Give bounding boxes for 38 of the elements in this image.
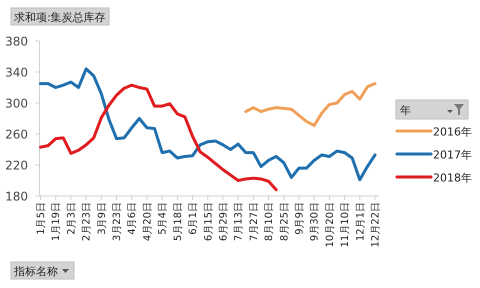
x-tick-label: 6月29日 xyxy=(218,202,230,242)
x-tick-label: 6月15日 xyxy=(203,202,214,242)
legend-title: 年 xyxy=(400,104,411,117)
x-tick-label: 5月18日 xyxy=(172,202,184,242)
line-series xyxy=(244,82,376,127)
text: 指标名称 xyxy=(13,265,58,278)
x-tick-label: 9月30日 xyxy=(310,202,321,242)
x-tick-label: 8月25日 xyxy=(279,202,290,242)
x-tick-label: 1月5日 xyxy=(36,202,47,235)
y-tick-label: 380 xyxy=(5,34,28,48)
x-tick-label: 11月10日 xyxy=(340,202,352,248)
legend-label: 2017年 xyxy=(433,148,472,162)
x-tick-label: 12月22日 xyxy=(370,202,382,248)
x-tick-label: 3月23日 xyxy=(112,202,124,242)
y-tick-label: 220 xyxy=(5,158,28,172)
y-tick-label: 180 xyxy=(5,190,28,204)
x-tick-label: 1月19日 xyxy=(51,202,62,242)
x-tick-label: 7月27日 xyxy=(248,202,260,242)
x-tick-label: 9月9日 xyxy=(294,202,306,235)
x-tick-label: 4月6日 xyxy=(127,202,138,235)
line-series xyxy=(39,67,376,182)
y-tick-label: 260 xyxy=(5,128,28,142)
x-tick-label: 6月1日 xyxy=(188,202,200,235)
x-tick-label: 5月4日 xyxy=(158,202,169,235)
y-tick-label: 300 xyxy=(5,96,28,110)
chart-title: 求和项:集炭总库存 xyxy=(14,11,106,24)
x-tick-label: 2月3日 xyxy=(66,202,78,235)
x-tick-label: 2月23日 xyxy=(82,202,93,242)
x-tick-label: 3月9日 xyxy=(96,202,108,235)
y-tick-label: 340 xyxy=(5,66,28,80)
legend-label: 2018年 xyxy=(433,172,472,184)
legend-label: 2016年 xyxy=(433,126,472,138)
x-tick-label: 4月20日 xyxy=(142,202,154,242)
x-tick-label: 10月20日 xyxy=(324,202,336,248)
x-tick-label: 8月10日 xyxy=(264,202,276,242)
x-tick-label: 12月1日 xyxy=(355,202,366,242)
x-tick-label: 7月13日 xyxy=(234,202,245,242)
line-series xyxy=(39,84,278,192)
